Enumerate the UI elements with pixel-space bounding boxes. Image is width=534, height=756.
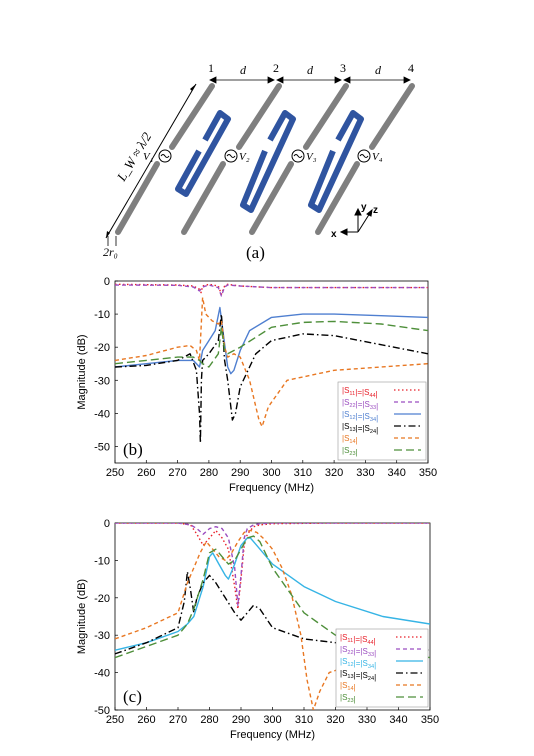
x-tick-label: 320 <box>326 714 344 726</box>
dipole-4 <box>315 83 415 235</box>
legend-entry: |S11|=|S44| <box>340 633 376 646</box>
port-number-3: 3 <box>340 61 346 75</box>
y-axis-label: Magnitude (dB) <box>76 334 88 409</box>
series-line-3 <box>115 306 428 375</box>
legend-entry: |S12|=|S34| <box>340 657 376 670</box>
spacing-label-1: d <box>240 63 247 77</box>
y-tick-label: -10 <box>94 309 110 321</box>
y-tick-label: -40 <box>94 668 110 680</box>
y-tick-label: -50 <box>94 705 110 717</box>
x-tick-label: 290 <box>232 714 250 726</box>
coordinate-axes <box>339 207 373 236</box>
legend-entry: |S12|=|S34| <box>342 410 378 423</box>
series-line-6 <box>115 535 430 659</box>
x-tick-label: 350 <box>421 714 439 726</box>
x-tick-label: 270 <box>169 714 187 726</box>
x-tick-label: 280 <box>200 714 218 726</box>
voltage-source-2 <box>224 149 238 163</box>
series-line-3 <box>115 537 430 651</box>
x-tick-label: 350 <box>419 467 437 479</box>
spacing-label-2: d <box>307 63 314 77</box>
spacing-label-3: d <box>375 63 382 77</box>
dipole-array-diagram: L_W ≈ λ/2 2r₀ d d d 1 2 3 4 V₁ V₂ V₃ V₄ <box>103 61 415 262</box>
series-line-5 <box>115 529 430 710</box>
spacing-dimension <box>209 76 411 84</box>
y-tick-label: -50 <box>94 441 110 453</box>
x-tick-label: 260 <box>137 714 155 726</box>
y-axis-label: Magnitude (dB) <box>76 579 88 654</box>
x-tick-label: 250 <box>106 467 124 479</box>
y-tick-label: -10 <box>94 555 110 567</box>
resonator-2 <box>240 110 296 213</box>
y-tick-label: -30 <box>94 630 110 642</box>
chart-b: 250 260 270 280 290 300 310 320 330 340 350 0 -10 -20… <box>76 276 437 494</box>
x-tick-label: 320 <box>325 467 343 479</box>
port-number-4: 4 <box>408 61 414 75</box>
voltage-source-1 <box>158 149 172 163</box>
legend-entry: |S22|=|S33| <box>342 398 378 411</box>
x-tick-label: 340 <box>388 467 406 479</box>
x-tick-label: 330 <box>358 714 376 726</box>
legend-entry: |S23| <box>340 693 356 704</box>
series-line-1 <box>115 283 428 295</box>
resonator-3 <box>308 110 364 213</box>
x-tick-label: 250 <box>106 714 124 726</box>
x-tick-label: 310 <box>294 467 312 479</box>
legend-entry: |S23| <box>342 446 358 457</box>
dipole-1 <box>115 83 215 235</box>
source-label-2: V₂ <box>239 151 250 163</box>
series-line-2 <box>115 523 430 606</box>
x-axis-label: Frequency (MHz) <box>230 729 315 741</box>
series-line-6 <box>115 320 428 368</box>
x-tick-label: 310 <box>295 714 313 726</box>
source-label-1: V₁ <box>143 151 154 163</box>
legend-entry: |S14| <box>340 681 356 692</box>
x-tick-label: 300 <box>262 467 280 479</box>
y-tick-label: -20 <box>94 593 110 605</box>
y-tick-label: -30 <box>94 375 110 387</box>
port-number-1: 1 <box>208 61 214 75</box>
legend-entry: |S11|=|S44| <box>342 386 378 399</box>
chart-c: 250 260 270 280 290 300 310 320 330 340 350 0 -10 -20… <box>76 518 439 741</box>
radius-label: 2r₀ <box>103 245 118 259</box>
axis-label-y: y <box>361 202 367 213</box>
panel-label: (c) <box>123 687 142 706</box>
legend-entry: |S13|=|S24| <box>340 669 376 682</box>
x-tick-label: 300 <box>263 714 281 726</box>
legend-box <box>335 628 429 708</box>
series-line-1 <box>115 523 430 610</box>
voltage-source-4 <box>357 149 371 163</box>
port-number-2: 2 <box>273 61 279 75</box>
x-tick-label: 340 <box>389 714 407 726</box>
dipole-2 <box>181 83 282 235</box>
source-label-3: V₃ <box>306 151 317 163</box>
y-tick-label: 0 <box>104 518 110 530</box>
source-label-4: V₄ <box>372 151 383 163</box>
x-tick-label: 330 <box>356 467 374 479</box>
panel-label: (b) <box>123 440 143 459</box>
panel-label-a: (a) <box>246 243 265 262</box>
dipole-3 <box>249 83 349 235</box>
voltage-source-3 <box>291 149 305 163</box>
length-dimension <box>105 83 197 246</box>
legend-entry: |S14| <box>342 434 358 445</box>
x-tick-label: 260 <box>137 467 155 479</box>
legend-entry: |S13|=|S24| <box>342 422 378 435</box>
series-line-2 <box>115 284 428 297</box>
y-tick-label: 0 <box>104 276 110 288</box>
x-axis-label: Frequency (MHz) <box>229 482 314 494</box>
series-line-4 <box>115 570 430 655</box>
x-tick-label: 290 <box>231 467 249 479</box>
x-tick-label: 280 <box>200 467 218 479</box>
y-tick-label: -20 <box>94 342 110 354</box>
x-tick-label: 270 <box>168 467 186 479</box>
legend-entry: |S22|=|S33| <box>340 645 376 658</box>
axis-label-x: x <box>331 229 337 240</box>
axis-label-z: z <box>373 205 378 216</box>
resonator-1 <box>175 110 231 197</box>
y-tick-label: -40 <box>94 408 110 420</box>
legend-box <box>337 381 427 461</box>
